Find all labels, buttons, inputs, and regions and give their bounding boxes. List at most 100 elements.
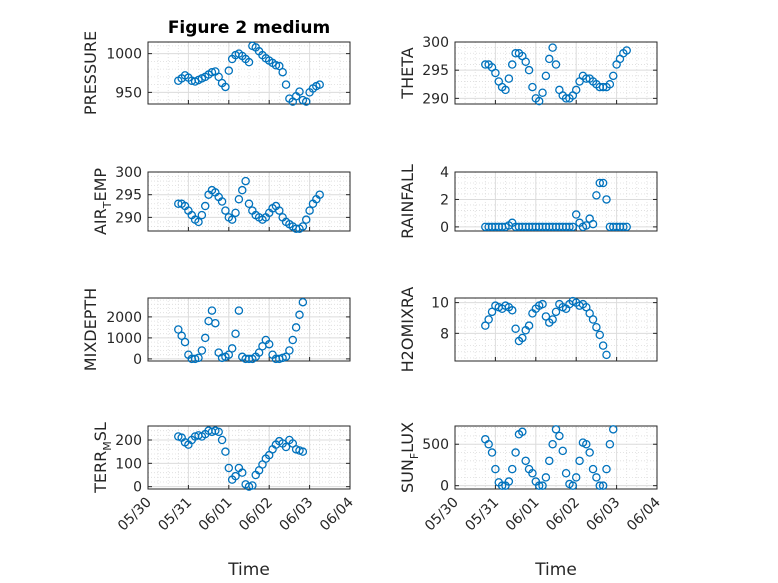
data-point xyxy=(538,481,547,490)
data-point xyxy=(595,330,605,340)
data-point xyxy=(497,481,507,490)
data-point xyxy=(224,350,234,359)
data-point xyxy=(227,344,237,353)
data-point xyxy=(217,197,227,206)
data-point xyxy=(595,178,605,188)
y-axis-label: THETA xyxy=(398,47,417,99)
y-tick-label: 200 xyxy=(115,433,142,449)
data-point xyxy=(622,222,631,232)
axes-box xyxy=(454,41,658,105)
data-point xyxy=(555,431,564,441)
y-axis-label-subscript: T xyxy=(101,201,114,209)
data-point xyxy=(275,206,284,215)
y-tick-label: 0 xyxy=(440,479,449,495)
data-point xyxy=(231,471,240,481)
data-point xyxy=(608,425,618,434)
data-point xyxy=(598,178,608,188)
data-point xyxy=(238,185,247,195)
data-point xyxy=(504,477,514,486)
data-point xyxy=(180,337,190,347)
data-point xyxy=(484,315,493,324)
data-point xyxy=(281,352,291,362)
x-tick-label: 05/30 xyxy=(422,495,462,535)
data-point xyxy=(264,339,274,349)
y-tick-label: 300 xyxy=(115,165,142,181)
data-point xyxy=(248,481,257,490)
y-tick-label: 2000 xyxy=(106,310,142,326)
y-tick-label: 10 xyxy=(431,296,449,312)
data-point xyxy=(568,481,578,490)
y-axis-label: TERRMSL xyxy=(91,422,114,494)
data-point xyxy=(234,194,244,204)
data-point xyxy=(275,61,284,71)
data-point xyxy=(548,315,557,324)
data-point xyxy=(588,315,598,324)
data-point xyxy=(301,215,311,224)
x-tick-label: 06/03 xyxy=(584,495,624,535)
subplot-6: 8 10 H2OMIXRA xyxy=(398,287,658,373)
data-point xyxy=(619,222,628,232)
data-point xyxy=(197,210,207,220)
data-point xyxy=(224,66,234,75)
subplot-1: 950 1000 PRESSURE Figure 2 medium xyxy=(81,18,351,115)
y-tick-label: 290 xyxy=(115,210,142,226)
x-tick-label: 06/04 xyxy=(317,494,357,534)
data-point xyxy=(197,346,207,355)
data-point xyxy=(602,350,611,360)
data-point xyxy=(238,468,247,477)
data-point xyxy=(271,61,281,70)
y-tick-label: 300 xyxy=(422,35,449,51)
x-tick-label: 06/02 xyxy=(543,495,583,535)
data-point xyxy=(501,85,510,95)
y-axis-label: H2OMIXRA xyxy=(398,287,417,373)
data-point xyxy=(217,435,227,445)
data-point xyxy=(234,306,244,315)
data-point xyxy=(524,321,534,330)
data-point xyxy=(595,481,605,490)
data-point xyxy=(200,201,210,211)
data-point xyxy=(507,306,517,315)
data-point xyxy=(305,206,314,215)
x-tick-label: 06/01 xyxy=(196,495,236,535)
axes-box xyxy=(454,171,658,232)
data-point xyxy=(291,323,301,332)
data-point xyxy=(231,329,240,338)
y-tick-label: 950 xyxy=(115,85,142,101)
x-tick-label: 06/01 xyxy=(503,495,543,535)
data-point xyxy=(491,68,500,78)
data-point xyxy=(484,439,493,449)
x-tick-label: 05/30 xyxy=(115,495,155,535)
data-point xyxy=(561,468,571,478)
y-axis-label: SUNFLUX xyxy=(398,422,421,493)
data-point xyxy=(295,310,304,320)
data-point xyxy=(575,456,584,466)
data-point xyxy=(207,67,217,77)
data-point xyxy=(504,74,514,83)
subplot-8: 0 500 05/30 05/31 06/01 06/02 06/03 06/04 SUNFLU… xyxy=(398,422,664,580)
x-tick-label: 05/31 xyxy=(155,495,195,535)
axes-box xyxy=(147,425,351,490)
data-point xyxy=(214,427,223,437)
subplot-5: 0 1000 2000 MIXDEPTH xyxy=(81,288,351,371)
data-point xyxy=(315,190,324,199)
data-point xyxy=(551,60,561,69)
x-tick-label: 06/03 xyxy=(277,495,317,535)
data-point xyxy=(605,439,615,449)
data-point xyxy=(281,80,291,89)
data-point xyxy=(541,71,551,81)
data-point xyxy=(538,88,547,97)
y-tick-label: 295 xyxy=(422,63,449,79)
data-point xyxy=(177,331,186,341)
data-point xyxy=(588,219,598,229)
data-point xyxy=(221,82,230,92)
data-point xyxy=(608,71,618,81)
data-point xyxy=(602,195,611,204)
y-axis-label-subscript: M xyxy=(101,441,114,451)
axes-box xyxy=(147,171,351,232)
subplot-7: 0 100 200 05/30 05/31 06/01 06/02 06/03 06/04 TER… xyxy=(91,422,357,580)
data-point xyxy=(558,446,567,456)
y-tick-label: 500 xyxy=(422,437,449,453)
data-point xyxy=(518,427,527,437)
data-point xyxy=(507,464,517,474)
